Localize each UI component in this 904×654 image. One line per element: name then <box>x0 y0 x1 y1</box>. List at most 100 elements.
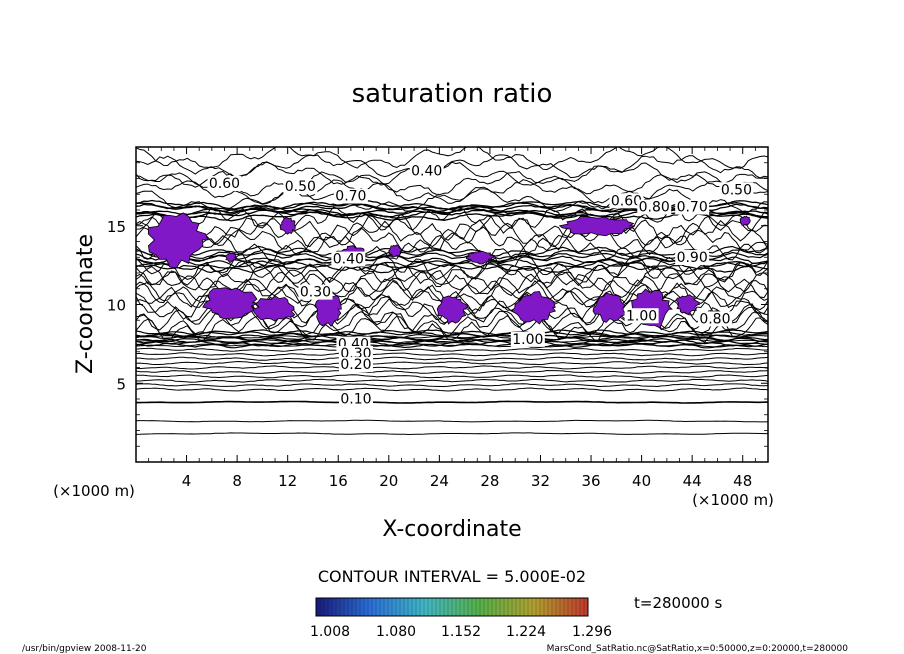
contour-line <box>136 419 768 423</box>
supersaturated-region <box>558 215 636 237</box>
contour-label-bg <box>338 357 373 373</box>
chart-title: saturation ratio <box>352 79 553 109</box>
contour-line <box>136 383 768 388</box>
contour-label: 1.00 <box>512 332 543 348</box>
contour-lines <box>136 147 768 436</box>
contour-label-bg <box>675 249 710 265</box>
contour-line <box>136 226 768 256</box>
contour-label: 0.40 <box>411 163 442 179</box>
x-tick-label: 40 <box>632 472 651 490</box>
contour-line <box>136 352 768 357</box>
colorbar-tick-label: 1.152 <box>441 624 481 640</box>
y-tick-label: 5 <box>116 375 126 393</box>
x-tick-label: 20 <box>379 472 398 490</box>
contour-line <box>136 234 768 263</box>
x-axis-label: X-coordinate <box>382 517 521 542</box>
supersaturated-region <box>147 212 209 269</box>
contour-line <box>136 365 768 370</box>
supersaturated-regions <box>147 212 751 329</box>
contour-line <box>136 263 768 274</box>
contour-label-bg <box>510 331 545 347</box>
colorbar: 1.008 1.080 1.152 1.224 1.296 <box>310 597 612 640</box>
contour-label-bg <box>637 199 672 215</box>
contour-label: 0.70 <box>335 189 366 205</box>
supersaturated-region <box>388 244 403 258</box>
contour-label-bg <box>624 308 659 324</box>
supersaturated-region <box>253 295 296 322</box>
contour-label-bg <box>207 175 242 191</box>
contour-label: 1.00 <box>626 308 657 324</box>
contour-label: 0.90 <box>677 250 708 266</box>
contour-label-bg <box>675 199 710 215</box>
x-tick-label: 24 <box>430 472 449 490</box>
contour-line <box>136 336 768 343</box>
y-tick-label: 10 <box>107 297 126 315</box>
contour-line <box>136 161 768 188</box>
contour-line <box>136 257 768 268</box>
contour-line <box>136 360 768 366</box>
contour-label: 0.60 <box>611 193 642 209</box>
x-tick-label: 4 <box>182 472 192 490</box>
supersaturated-region <box>436 295 469 325</box>
colorbar-tick-label: 1.080 <box>376 624 416 640</box>
contour-label-bg <box>338 391 373 407</box>
colorbar-tick-label: 1.296 <box>572 624 612 640</box>
contour-line <box>136 387 768 392</box>
contour-line <box>136 211 768 241</box>
contour-line <box>136 147 768 171</box>
contour-label-bg <box>409 163 444 179</box>
contour-label: 0.10 <box>340 392 371 408</box>
contour-label: 0.60 <box>209 176 240 192</box>
contour-label-bg <box>719 182 754 198</box>
contour-label-bg <box>697 311 732 327</box>
contour-line <box>136 179 768 205</box>
contour-line <box>136 400 768 404</box>
contour-line <box>136 342 768 349</box>
contour-line <box>136 314 768 343</box>
colorbar-stripes <box>319 598 585 616</box>
contour-line <box>136 251 768 263</box>
plot-area: 0.40 0.60 0.50 0.70 0.50 0.60 0.70 0.80 0.40 0.90… <box>135 146 769 463</box>
colorbar-tick-label: 1.224 <box>506 624 546 640</box>
x-tick-label: 48 <box>733 472 752 490</box>
colorbar-ticks: 1.008 1.080 1.152 1.224 1.296 <box>310 624 612 640</box>
supersaturated-region <box>224 251 237 263</box>
x-tick-label: 44 <box>683 472 702 490</box>
contour-label: 0.30 <box>300 285 331 301</box>
contour-label-bg <box>609 193 644 209</box>
contour-line <box>136 211 768 222</box>
x-axis-unit: (×1000 m) <box>692 491 774 509</box>
x-tick-label: 12 <box>278 472 297 490</box>
contour-line <box>136 369 768 374</box>
contour-label: 0.20 <box>340 357 371 373</box>
x-tick-label: 16 <box>329 472 348 490</box>
contour-line <box>136 356 768 361</box>
contour-line <box>136 187 768 214</box>
contour-label: 0.80 <box>699 311 730 327</box>
supersaturated-region <box>279 216 297 235</box>
contour-label: 0.80 <box>639 200 670 216</box>
y-axis-ticks: 5 10 15 <box>107 162 768 447</box>
contour-line <box>136 219 768 248</box>
contour-line <box>136 432 768 436</box>
x-tick-label: 32 <box>531 472 550 490</box>
contour-label-bg <box>298 284 333 300</box>
contour-label: 0.50 <box>285 179 316 195</box>
x-axis-ticks: 4 8 12 16 20 24 28 32 36 40 44 48 <box>148 147 756 490</box>
supersaturated-region <box>511 291 557 325</box>
time-label: t=280000 s <box>634 594 722 612</box>
contour-label: 0.70 <box>677 200 708 216</box>
contour-line <box>136 308 768 338</box>
footer-left: /usr/bin/gpview 2008-11-20 <box>22 644 147 654</box>
contour-labels: 0.40 0.60 0.50 0.70 0.50 0.60 0.70 0.80 0.40 0.90… <box>207 163 754 408</box>
contour-line <box>136 347 768 352</box>
contour-label-bg <box>283 179 318 195</box>
contour-line <box>136 374 768 379</box>
contour-label-bg <box>331 251 366 267</box>
contour-line <box>136 338 768 345</box>
supersaturated-region <box>314 290 342 327</box>
supersaturated-region <box>739 215 751 226</box>
contour-line <box>136 254 768 265</box>
contour-line <box>136 378 768 383</box>
